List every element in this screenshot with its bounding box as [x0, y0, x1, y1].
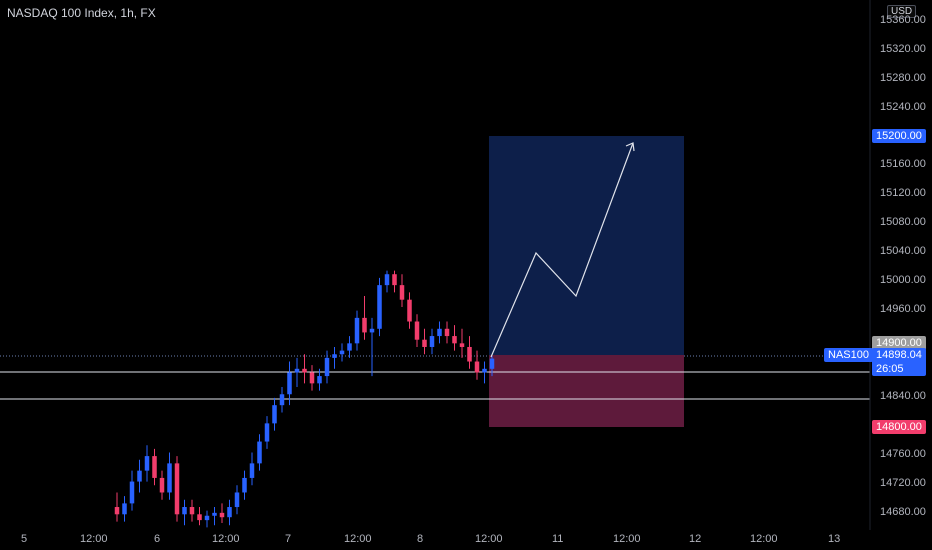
candle-body — [422, 339, 427, 347]
candle-body — [129, 481, 135, 504]
candle-body — [279, 394, 285, 406]
candle-body — [309, 372, 315, 384]
candle-body — [332, 354, 337, 358]
candle-body — [369, 328, 375, 333]
time-tick: 8 — [417, 533, 424, 545]
candle-body — [437, 328, 442, 337]
currency-button[interactable]: USD — [887, 5, 917, 18]
price-tick: 14960.00 — [880, 303, 926, 315]
candle-body — [294, 368, 300, 373]
candle-body — [227, 507, 232, 518]
candle-body — [234, 492, 240, 508]
target-zone[interactable] — [489, 136, 684, 355]
candle-body — [122, 503, 127, 515]
time-tick: 12:00 — [613, 533, 641, 545]
price-tick: 15240.00 — [880, 101, 926, 113]
projection-path[interactable] — [490, 142, 634, 358]
candle-body — [399, 285, 405, 300]
price-tick: 15000.00 — [880, 274, 926, 286]
time-tick: 12:00 — [212, 533, 240, 545]
candle-body — [482, 368, 487, 373]
candle-body — [384, 274, 390, 286]
price-tick: 15040.00 — [880, 245, 926, 257]
candle-body — [197, 514, 202, 521]
candle-body — [152, 456, 157, 478]
candle-body — [242, 477, 247, 493]
price-tick: 14760.00 — [880, 448, 926, 460]
candle-body — [257, 441, 262, 464]
candle-body — [347, 343, 352, 351]
projection-arrowhead-icon — [625, 142, 635, 152]
candle-body — [474, 361, 480, 373]
time-tick: 12 — [689, 533, 702, 545]
candle-body — [114, 507, 120, 515]
candles — [114, 270, 495, 528]
candle-body — [459, 343, 465, 347]
candle-body — [317, 376, 322, 384]
candle-body — [272, 405, 277, 424]
price-tick: 14680.00 — [880, 506, 926, 518]
time-tick: 12:00 — [750, 533, 778, 545]
time-tick: 11 — [552, 533, 564, 545]
countdown-tag: 26:05 — [872, 362, 926, 376]
candle-body — [362, 317, 367, 333]
stop-price-tag: 14800.00 — [872, 420, 926, 434]
candle-body — [339, 350, 345, 355]
candle-body — [392, 274, 397, 286]
price-tick: 15320.00 — [880, 43, 926, 55]
entry-price-tag: 14900.00 — [872, 336, 926, 350]
candle-body — [354, 317, 360, 344]
target-price-tag: 15200.00 — [872, 129, 926, 143]
candle-body — [302, 368, 307, 373]
candle-body — [264, 423, 270, 442]
price-tick: 15120.00 — [880, 187, 926, 199]
candle-body — [182, 507, 187, 515]
time-tick: 12:00 — [344, 533, 372, 545]
price-tick: 15080.00 — [880, 216, 926, 228]
symbol-tag: NAS100 — [824, 348, 873, 362]
price-tick: 14840.00 — [880, 390, 926, 402]
candle-body — [174, 463, 180, 515]
time-tick: 6 — [154, 533, 161, 545]
time-tick: 12:00 — [80, 533, 108, 545]
candle-body — [489, 358, 495, 369]
candle-body — [429, 336, 435, 347]
candle-body — [407, 299, 412, 322]
candle-body — [204, 515, 210, 521]
candle-body — [219, 512, 225, 518]
candle-body — [167, 463, 172, 493]
time-tick: 13 — [828, 533, 841, 545]
candle-body — [452, 336, 457, 344]
price-tick: 14720.00 — [880, 477, 926, 489]
price-tick: 15280.00 — [880, 72, 926, 84]
candle-body — [189, 507, 195, 515]
stop-zone[interactable] — [489, 355, 684, 427]
price-tick: 15360.00 — [880, 14, 926, 26]
candle-body — [212, 512, 217, 516]
candle-body — [467, 346, 472, 362]
candle-body — [287, 372, 292, 395]
price-tick: 15160.00 — [880, 158, 926, 170]
last-price-tag: 14898.04 — [872, 348, 926, 362]
candle-body — [137, 470, 142, 482]
candle-body — [159, 477, 165, 493]
candle-body — [377, 285, 382, 329]
time-tick: 12:00 — [475, 533, 503, 545]
candle-body — [324, 357, 330, 377]
chart-title: NASDAQ 100 Index, 1h, FX — [7, 6, 156, 20]
candle-body — [144, 456, 150, 471]
candle-body — [444, 328, 450, 337]
candle-body — [414, 321, 420, 340]
time-tick: 5 — [21, 533, 28, 545]
time-tick: 7 — [285, 533, 292, 545]
candle-body — [249, 463, 255, 478]
